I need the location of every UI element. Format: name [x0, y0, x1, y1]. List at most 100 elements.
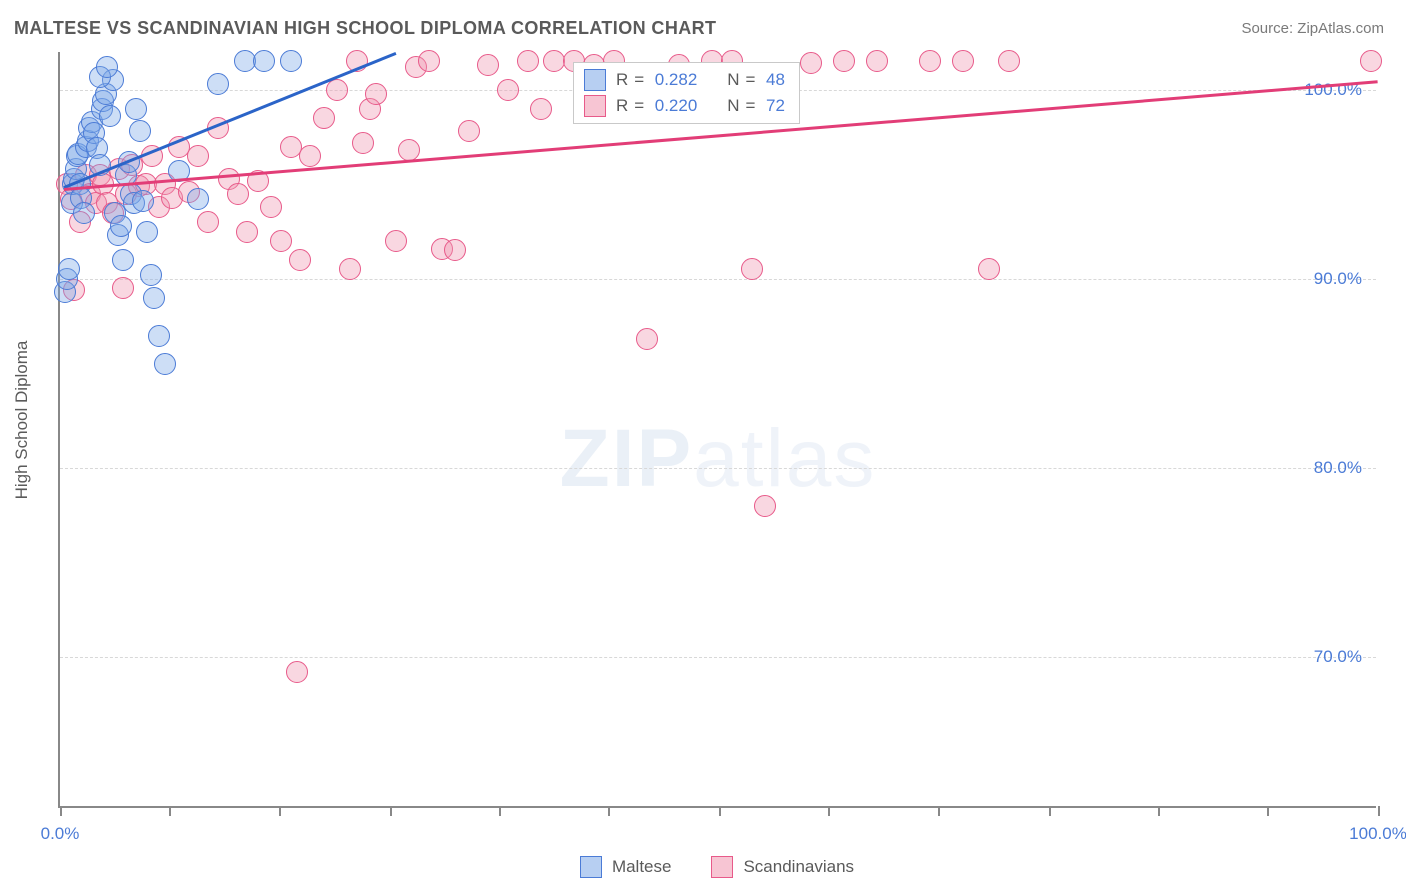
- scatter-point: [112, 249, 134, 271]
- x-tick: [719, 806, 721, 816]
- stat-r-label: R =: [616, 70, 645, 90]
- source-label: Source: ZipAtlas.com: [1241, 20, 1384, 37]
- stat-r-value: 0.282: [655, 70, 698, 90]
- scatter-point: [227, 183, 249, 205]
- scatter-point: [866, 50, 888, 72]
- x-tick: [390, 806, 392, 816]
- scatter-point: [477, 54, 499, 76]
- scatter-point: [339, 258, 361, 280]
- x-tick: [608, 806, 610, 816]
- scatter-point: [517, 50, 539, 72]
- scatter-point: [253, 50, 275, 72]
- watermark: ZIPatlas: [560, 412, 877, 506]
- scatter-point: [919, 50, 941, 72]
- y-tick-label: 90.0%: [1314, 269, 1362, 289]
- y-tick-label: 70.0%: [1314, 647, 1362, 667]
- x-tick: [279, 806, 281, 816]
- chart-title: MALTESE VS SCANDINAVIAN HIGH SCHOOL DIPL…: [14, 18, 716, 39]
- scatter-point: [352, 132, 374, 154]
- scatter-point: [234, 50, 256, 72]
- y-axis-title: High School Diploma: [12, 341, 32, 500]
- stat-n-label: N =: [727, 96, 756, 116]
- square-swatch-icon: [584, 69, 606, 91]
- scatter-point: [280, 136, 302, 158]
- stats-legend: R = 0.282 N = 48 R = 0.220 N = 72: [573, 62, 800, 124]
- scatter-point: [140, 264, 162, 286]
- x-tick: [1378, 806, 1380, 816]
- scatter-point: [365, 83, 387, 105]
- scatter-point: [73, 202, 95, 224]
- plot-area: ZIPatlas 70.0%80.0%90.0%100.0%0.0%100.0%…: [58, 52, 1376, 808]
- x-tick: [938, 806, 940, 816]
- x-tick: [499, 806, 501, 816]
- legend-label: Maltese: [612, 857, 672, 877]
- gridline: [60, 279, 1376, 280]
- stats-legend-row: R = 0.282 N = 48: [584, 69, 785, 91]
- scatter-point: [154, 353, 176, 375]
- scatter-point: [236, 221, 258, 243]
- scatter-point: [952, 50, 974, 72]
- scatter-point: [543, 50, 565, 72]
- stat-n-label: N =: [727, 70, 756, 90]
- bottom-legend: Maltese Scandinavians: [58, 856, 1376, 878]
- scatter-point: [978, 258, 1000, 280]
- x-tick: [1049, 806, 1051, 816]
- legend-item-maltese: Maltese: [580, 856, 672, 878]
- scatter-point: [398, 139, 420, 161]
- gridline: [60, 468, 1376, 469]
- scatter-point: [112, 277, 134, 299]
- scatter-point: [197, 211, 219, 233]
- scatter-point: [187, 188, 209, 210]
- scatter-point: [741, 258, 763, 280]
- square-swatch-icon: [711, 856, 733, 878]
- scatter-point: [444, 239, 466, 261]
- scatter-point: [143, 287, 165, 309]
- scatter-point: [260, 196, 282, 218]
- stat-r-label: R =: [616, 96, 645, 116]
- scatter-point: [110, 215, 132, 237]
- scatter-point: [385, 230, 407, 252]
- scatter-point: [132, 190, 154, 212]
- x-tick: [60, 806, 62, 816]
- stat-n-value: 48: [766, 70, 785, 90]
- scatter-point: [270, 230, 292, 252]
- scatter-point: [96, 56, 118, 78]
- scatter-point: [833, 50, 855, 72]
- chart-container: MALTESE VS SCANDINAVIAN HIGH SCHOOL DIPL…: [0, 0, 1406, 892]
- legend-label: Scandinavians: [743, 857, 854, 877]
- scatter-point: [299, 145, 321, 167]
- stat-n-value: 72: [766, 96, 785, 116]
- scatter-point: [326, 79, 348, 101]
- scatter-point: [289, 249, 311, 271]
- scatter-point: [99, 105, 121, 127]
- scatter-point: [286, 661, 308, 683]
- scatter-point: [313, 107, 335, 129]
- scatter-point: [207, 73, 229, 95]
- scatter-point: [497, 79, 519, 101]
- x-tick: [828, 806, 830, 816]
- scatter-point: [187, 145, 209, 167]
- scatter-point: [280, 50, 302, 72]
- scatter-point: [754, 495, 776, 517]
- scatter-point: [1360, 50, 1382, 72]
- scatter-point: [800, 52, 822, 74]
- x-tick: [1267, 806, 1269, 816]
- scatter-point: [418, 50, 440, 72]
- scatter-point: [136, 221, 158, 243]
- watermark-rest: atlas: [693, 413, 876, 504]
- scatter-point: [458, 120, 480, 142]
- x-tick-label: 0.0%: [41, 824, 80, 844]
- square-swatch-icon: [584, 95, 606, 117]
- x-tick-label: 100.0%: [1349, 824, 1406, 844]
- square-swatch-icon: [580, 856, 602, 878]
- scatter-point: [58, 258, 80, 280]
- scatter-point: [129, 120, 151, 142]
- gridline: [60, 657, 1376, 658]
- x-tick: [169, 806, 171, 816]
- watermark-bold: ZIP: [560, 413, 694, 504]
- scatter-point: [998, 50, 1020, 72]
- scatter-point: [148, 325, 170, 347]
- stat-r-value: 0.220: [655, 96, 698, 116]
- legend-item-scandinavians: Scandinavians: [711, 856, 854, 878]
- y-tick-label: 80.0%: [1314, 458, 1362, 478]
